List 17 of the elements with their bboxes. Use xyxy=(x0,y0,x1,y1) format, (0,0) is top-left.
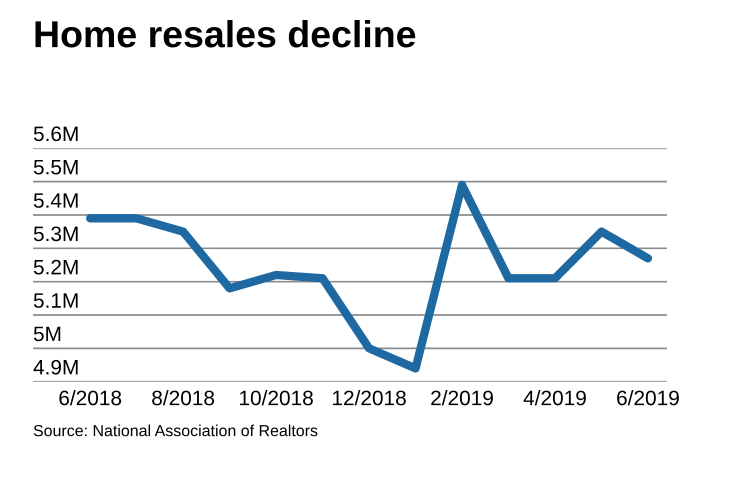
x-tick-label: 8/2018 xyxy=(152,390,214,406)
x-tick-label: 12/2018 xyxy=(332,390,406,406)
chart-title: Home resales decline xyxy=(36,20,416,48)
y-tick-label: 5.1M xyxy=(34,293,78,308)
x-tick-label: 6/2018 xyxy=(59,390,122,406)
x-tick-label: 6/2019 xyxy=(617,390,679,406)
y-tick-label: 5M xyxy=(34,326,60,342)
y-tick-label: 5.3M xyxy=(34,226,78,242)
y-tick-label: 5.6M xyxy=(34,126,78,142)
y-tick-label: 5.4M xyxy=(34,193,78,208)
x-tick-label: 2/2019 xyxy=(431,390,493,406)
y-tick-label: 5.2M xyxy=(34,260,78,275)
x-tick-label: 10/2018 xyxy=(240,390,313,406)
y-tick-label: 5.5M xyxy=(34,160,78,175)
y-tick-label: 4.9M xyxy=(33,360,78,375)
source-note: Source: National Association of Realtors xyxy=(34,424,318,436)
x-tick-label: 4/2019 xyxy=(524,390,586,406)
